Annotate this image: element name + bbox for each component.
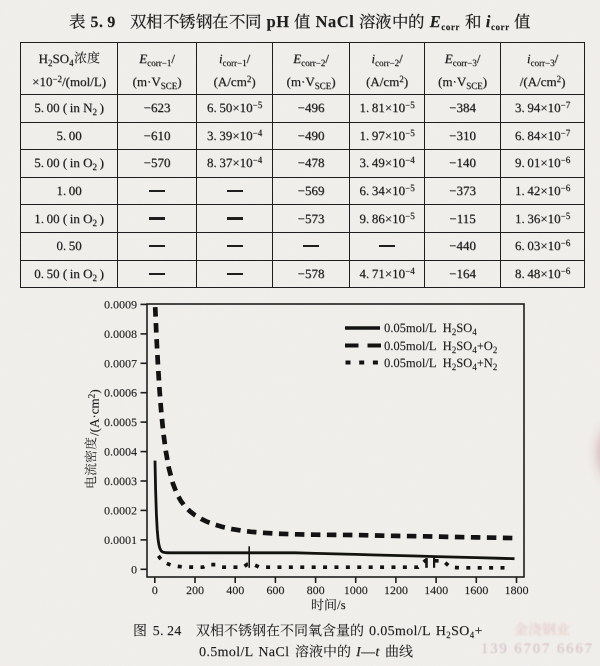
svg-text:0.0001: 0.0001 (104, 533, 137, 547)
svg-text:0.0005: 0.0005 (104, 415, 137, 429)
svg-text:600: 600 (266, 583, 284, 597)
svg-text:1800: 1800 (505, 583, 529, 597)
svg-text:/(A·cm2): /(A·cm2) (87, 389, 102, 436)
svg-text:0.0007: 0.0007 (104, 356, 137, 370)
svg-text:0.0006: 0.0006 (104, 386, 137, 400)
svg-text:0.0003: 0.0003 (104, 474, 137, 488)
svg-text:1400: 1400 (424, 583, 448, 597)
svg-text:200: 200 (186, 583, 204, 597)
svg-text:1000: 1000 (344, 583, 368, 597)
svg-text:800: 800 (307, 583, 325, 597)
svg-text:1200: 1200 (384, 583, 408, 597)
svg-text:0: 0 (152, 583, 158, 597)
svg-text:0.0009: 0.0009 (104, 297, 137, 311)
svg-text:0.0004: 0.0004 (104, 445, 137, 459)
svg-text:1600: 1600 (464, 583, 488, 597)
svg-text:0.0002: 0.0002 (104, 503, 137, 517)
svg-text:0.0008: 0.0008 (104, 327, 137, 341)
svg-text:400: 400 (226, 583, 244, 597)
svg-text:0: 0 (131, 562, 137, 576)
